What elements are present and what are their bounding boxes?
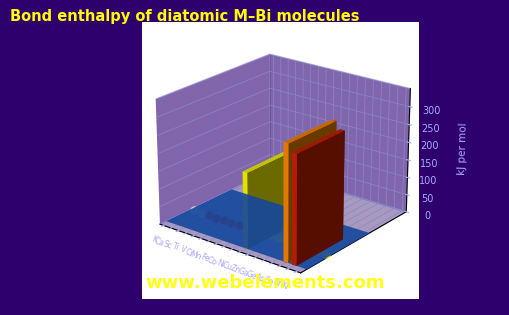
Text: www.webelements.com: www.webelements.com	[145, 274, 384, 293]
Text: Bond enthalpy of diatomic M–Bi molecules: Bond enthalpy of diatomic M–Bi molecules	[10, 9, 359, 25]
